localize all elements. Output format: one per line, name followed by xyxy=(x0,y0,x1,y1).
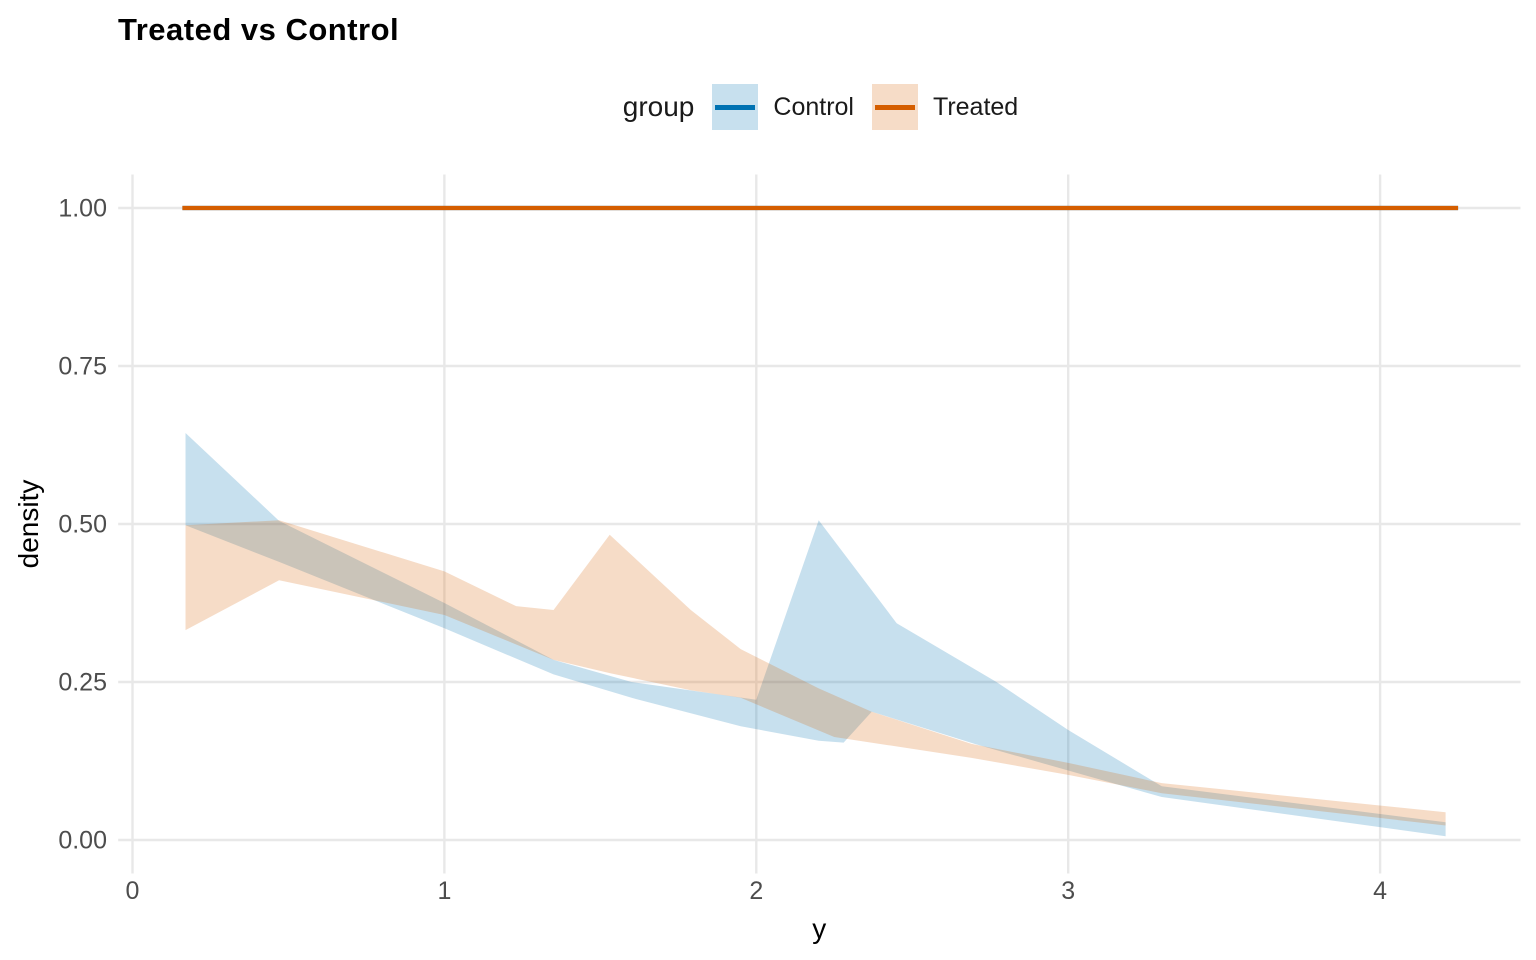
ribbon-treated xyxy=(185,520,1446,826)
legend-label: Treated xyxy=(932,92,1019,121)
y-axis-title: density xyxy=(13,480,44,569)
legend-title: group xyxy=(622,91,695,122)
y-tick-label: 0.25 xyxy=(58,669,107,697)
legend-key-line xyxy=(874,105,915,110)
legend-item-treated: Treated xyxy=(871,84,1019,130)
x-tick-label: 2 xyxy=(749,877,763,905)
x-tick-label: 0 xyxy=(126,877,140,905)
x-tick-label: 1 xyxy=(437,877,451,905)
legend-key-swatch xyxy=(712,84,759,130)
chart-title: Treated vs Control xyxy=(118,12,400,47)
legend-label: Control xyxy=(773,92,854,121)
legend-key-swatch xyxy=(871,84,918,130)
y-tick-label: 0.50 xyxy=(58,511,107,539)
y-tick-label: 0.00 xyxy=(58,827,107,855)
ribbon-control xyxy=(185,432,1446,837)
legend-key-line xyxy=(715,105,756,110)
y-tick-label: 0.75 xyxy=(58,353,107,381)
legend: group Control Treated xyxy=(105,80,1536,134)
x-axis-title: y xyxy=(812,913,826,944)
x-tick-label: 3 xyxy=(1061,877,1075,905)
y-tick-label: 1.00 xyxy=(58,195,107,223)
legend-item-control: Control xyxy=(712,84,854,130)
x-tick-label: 4 xyxy=(1373,877,1387,905)
